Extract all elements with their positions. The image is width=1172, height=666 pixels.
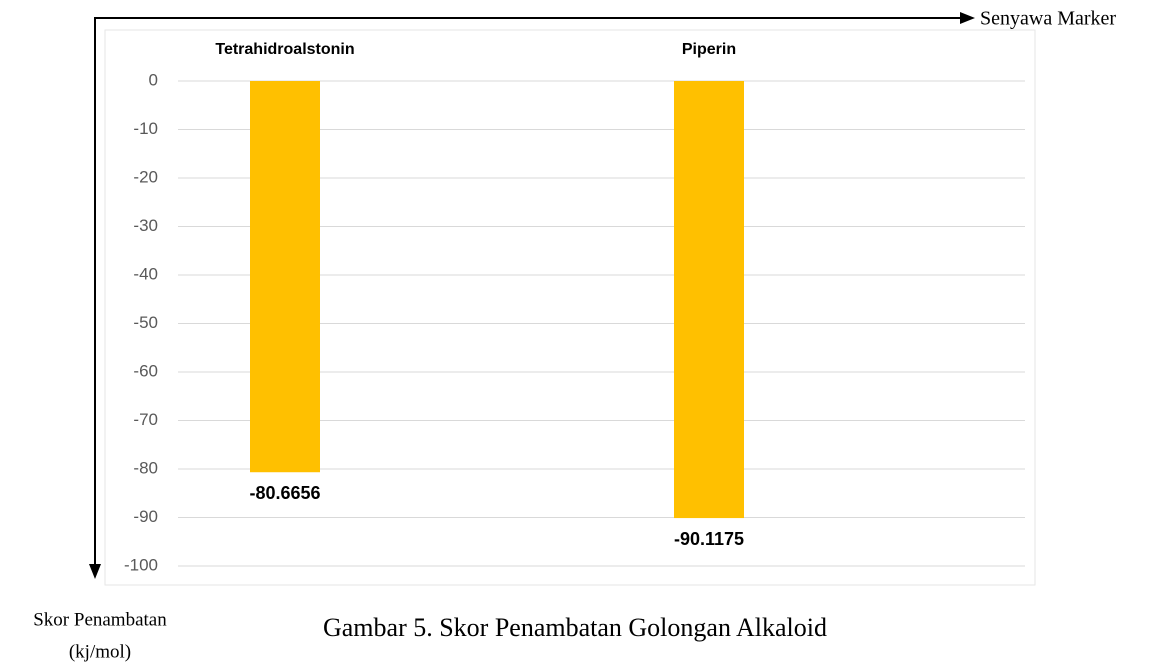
y-tick-label: 0 bbox=[149, 70, 158, 89]
y-tick-label: -80 bbox=[133, 458, 158, 477]
y-tick-label: -10 bbox=[133, 119, 158, 138]
y-tick-label: -50 bbox=[133, 313, 158, 332]
bar bbox=[674, 81, 744, 519]
y-tick-label: -100 bbox=[124, 555, 158, 574]
y-tick-label: -60 bbox=[133, 361, 158, 380]
data-label: -90.1175 bbox=[674, 529, 744, 549]
chart-title: Gambar 5. Skor Penambatan Golongan Alkal… bbox=[323, 613, 827, 642]
y-axis-label: Skor Penambatan bbox=[33, 609, 167, 630]
y-arrowhead bbox=[89, 564, 101, 579]
chart-frame bbox=[104, 29, 1036, 586]
y-tick-label: -70 bbox=[133, 410, 158, 429]
y-tick-label: -40 bbox=[133, 264, 158, 283]
bar bbox=[250, 81, 320, 473]
y-tick-label: -90 bbox=[133, 507, 158, 526]
data-label: -80.6656 bbox=[249, 483, 320, 503]
x-arrowhead bbox=[960, 12, 975, 24]
y-tick-label: -20 bbox=[133, 167, 158, 186]
y-axis-label: (kj/mol) bbox=[69, 641, 131, 662]
x-tick-label: Piperin bbox=[682, 41, 736, 58]
x-axis-label: Senyawa Marker bbox=[980, 8, 1116, 30]
y-tick-label: -30 bbox=[133, 216, 158, 235]
x-tick-label: Tetrahidroalstonin bbox=[215, 41, 354, 58]
